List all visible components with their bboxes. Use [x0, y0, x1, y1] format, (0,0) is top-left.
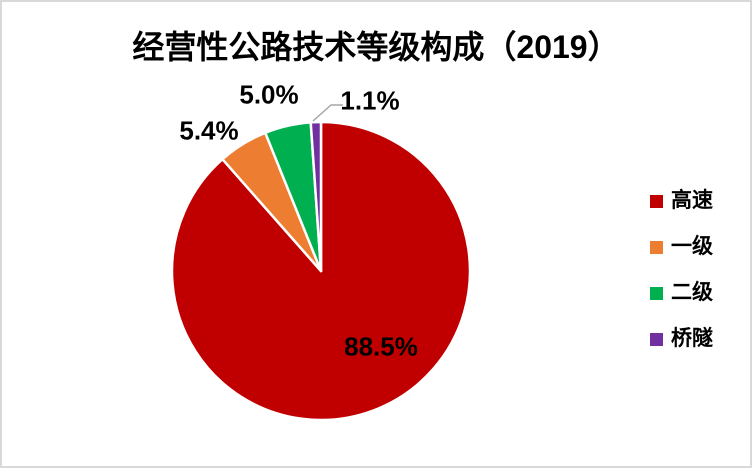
- legend: 高速 一级 二级 桥隧: [650, 188, 713, 352]
- data-label-qiaosui: 1.1%: [340, 85, 400, 116]
- legend-item-yiji: 一级: [650, 234, 713, 260]
- data-label-erji: 5.0%: [239, 79, 299, 110]
- legend-swatch-yiji: [650, 240, 663, 254]
- chart-title: 经营性公路技术等级构成（2019）: [132, 29, 620, 65]
- legend-label-yiji: 一级: [671, 235, 713, 258]
- label-leader-line: [312, 104, 343, 122]
- legend-label-erji: 二级: [671, 281, 713, 304]
- legend-item-gaosu: 高速: [650, 188, 713, 214]
- legend-item-erji: 二级: [650, 280, 713, 306]
- legend-swatch-qiaosui: [650, 332, 663, 346]
- legend-item-qiaosui: 桥隧: [650, 326, 713, 352]
- legend-swatch-erji: [650, 286, 663, 300]
- pie-slice-4: [309, 120, 323, 273]
- data-label-yiji: 5.4%: [179, 115, 239, 146]
- legend-label-qiaosui: 桥隧: [671, 327, 713, 350]
- legend-label-gaosu: 高速: [671, 189, 713, 212]
- legend-swatch-gaosu: [650, 194, 663, 208]
- data-label-gaosu: 88.5%: [344, 331, 418, 362]
